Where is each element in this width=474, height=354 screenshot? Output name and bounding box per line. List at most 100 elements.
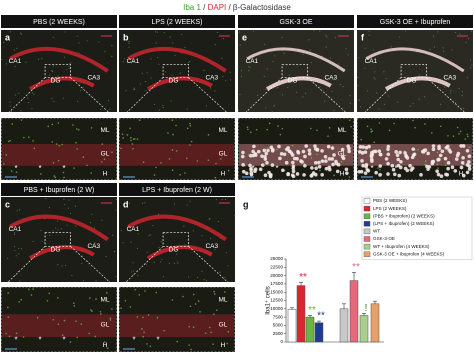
speck (120, 307, 122, 309)
speck (141, 72, 143, 74)
speck (54, 176, 57, 179)
speck (81, 262, 83, 265)
speck (205, 280, 208, 282)
speck (115, 198, 117, 201)
bar (296, 285, 306, 343)
speck (207, 159, 210, 161)
speck (36, 317, 39, 319)
speck (142, 335, 145, 338)
speck (13, 233, 16, 236)
speck (41, 58, 43, 60)
speck (65, 69, 67, 71)
speck (90, 309, 92, 311)
cell (465, 148, 470, 153)
cell (378, 173, 382, 177)
speck (219, 158, 222, 160)
speck (75, 141, 77, 144)
zoom-box (400, 64, 427, 78)
speck (436, 151, 439, 154)
cell (340, 154, 345, 159)
speck (7, 292, 9, 294)
speck (129, 306, 132, 308)
y-tick-label: 20000 (270, 273, 283, 278)
speck (107, 99, 110, 102)
speck (210, 87, 212, 89)
speck (80, 323, 83, 325)
zoom-connector (188, 246, 234, 288)
cell (327, 165, 331, 170)
speck (73, 305, 76, 307)
speck (187, 276, 190, 278)
significance: ** (317, 311, 325, 322)
speck (57, 229, 59, 231)
cell (320, 172, 324, 177)
speck (234, 215, 236, 217)
speck (456, 126, 459, 129)
layer-label: GL (219, 151, 228, 158)
speck (194, 303, 197, 305)
speck (349, 94, 351, 97)
speck (32, 288, 34, 290)
y-tick-label: 25000 (270, 256, 283, 261)
cell (410, 166, 415, 170)
cell (253, 152, 258, 156)
speck (88, 332, 91, 335)
speck (27, 136, 30, 138)
speck (98, 41, 100, 43)
speck (98, 247, 100, 249)
speck (137, 233, 139, 235)
speck (154, 31, 157, 33)
speck (79, 82, 81, 84)
speck (465, 41, 467, 43)
legend-swatch (363, 243, 371, 250)
cell (450, 165, 455, 169)
speck (390, 46, 392, 48)
cell-layer (9, 46, 109, 73)
speck (263, 43, 266, 45)
speck (190, 348, 192, 351)
speck (138, 294, 141, 296)
speck (63, 176, 65, 179)
speck (440, 103, 442, 106)
speck (444, 164, 447, 166)
speck (356, 76, 359, 78)
speck (32, 140, 34, 142)
speck (214, 90, 216, 92)
region-label: CA3 (205, 243, 218, 250)
legend-label: GSK-3 OE + Ibuprofen (4 WEEKS) (373, 251, 445, 256)
cell (398, 150, 402, 155)
speck (57, 297, 59, 299)
speck (239, 93, 241, 96)
cell (386, 147, 390, 152)
cell (435, 169, 439, 174)
cell (461, 144, 466, 148)
cell (281, 168, 285, 173)
speck (347, 54, 349, 56)
speck (452, 135, 455, 137)
speck (279, 133, 282, 136)
speck (273, 105, 275, 107)
speck (109, 108, 111, 111)
speck (277, 125, 279, 127)
speck (374, 71, 376, 73)
speck (179, 72, 181, 74)
speck (388, 95, 390, 97)
speck (418, 74, 420, 76)
speck (57, 264, 59, 266)
speck (370, 128, 372, 130)
layer-label: ML (100, 297, 109, 304)
speck (295, 91, 298, 93)
cell (454, 157, 459, 161)
speck (89, 297, 91, 299)
speck (246, 126, 249, 129)
speck (76, 148, 78, 150)
speck (205, 105, 208, 107)
speck (186, 127, 189, 130)
cell (386, 161, 390, 166)
granule-layer (2, 144, 116, 166)
speck (158, 246, 160, 249)
speck (57, 75, 59, 77)
speck (204, 332, 207, 334)
speck (56, 220, 59, 222)
cell (269, 145, 274, 150)
